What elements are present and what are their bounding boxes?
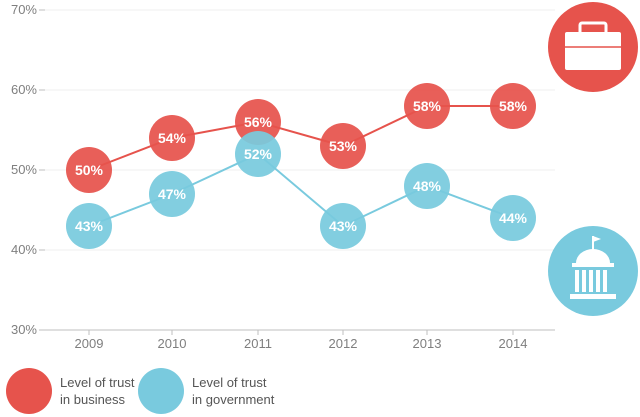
legend-government-line1: Level of trust (192, 375, 267, 390)
data-label-business: 53% (329, 138, 358, 154)
government-building-icon (548, 226, 638, 316)
data-label-government: 43% (75, 218, 104, 234)
data-point-business (490, 83, 536, 129)
data-label-government: 44% (499, 210, 528, 226)
legend-business-line1: Level of trust (60, 375, 135, 390)
y-tick-label: 70% (11, 2, 37, 17)
data-point-business (149, 115, 195, 161)
x-tick-label: 2013 (413, 336, 442, 351)
legend-government: Level of trust in government (138, 368, 292, 414)
data-label-business: 58% (413, 98, 442, 114)
legend-government-label: Level of trust in government (192, 374, 292, 408)
data-label-government: 48% (413, 178, 442, 194)
data-point-government (320, 203, 366, 249)
data-point-business (404, 83, 450, 129)
y-tick-label: 50% (11, 162, 37, 177)
x-tick-label: 2010 (158, 336, 187, 351)
legend-business: Level of trust in business (6, 368, 160, 414)
data-point-business (235, 99, 281, 145)
data-point-government (235, 131, 281, 177)
legend-business-swatch (6, 368, 52, 414)
data-label-government: 43% (329, 218, 358, 234)
y-tick-label: 40% (11, 242, 37, 257)
briefcase-icon (548, 2, 638, 92)
y-tick-label: 30% (11, 322, 37, 337)
x-tick-label: 2009 (75, 336, 104, 351)
data-label-business: 50% (75, 162, 104, 178)
data-label-government: 52% (244, 146, 273, 162)
data-label-business: 58% (499, 98, 528, 114)
y-tick-label: 60% (11, 82, 37, 97)
legend-business-line2: in business (60, 392, 126, 407)
data-point-business (66, 147, 112, 193)
data-label-business: 56% (244, 114, 273, 130)
legend-government-line2: in government (192, 392, 275, 407)
data-point-government (66, 203, 112, 249)
data-label-government: 47% (158, 186, 187, 202)
legend-government-swatch (138, 368, 184, 414)
legend-business-label: Level of trust in business (60, 374, 160, 408)
x-tick-label: 2011 (244, 336, 272, 351)
data-point-government (404, 163, 450, 209)
x-tick-label: 2014 (499, 336, 528, 351)
x-tick-label: 2012 (329, 336, 358, 351)
data-point-government (149, 171, 195, 217)
data-label-business: 54% (158, 130, 187, 146)
data-point-business (320, 123, 366, 169)
data-point-government (490, 195, 536, 241)
